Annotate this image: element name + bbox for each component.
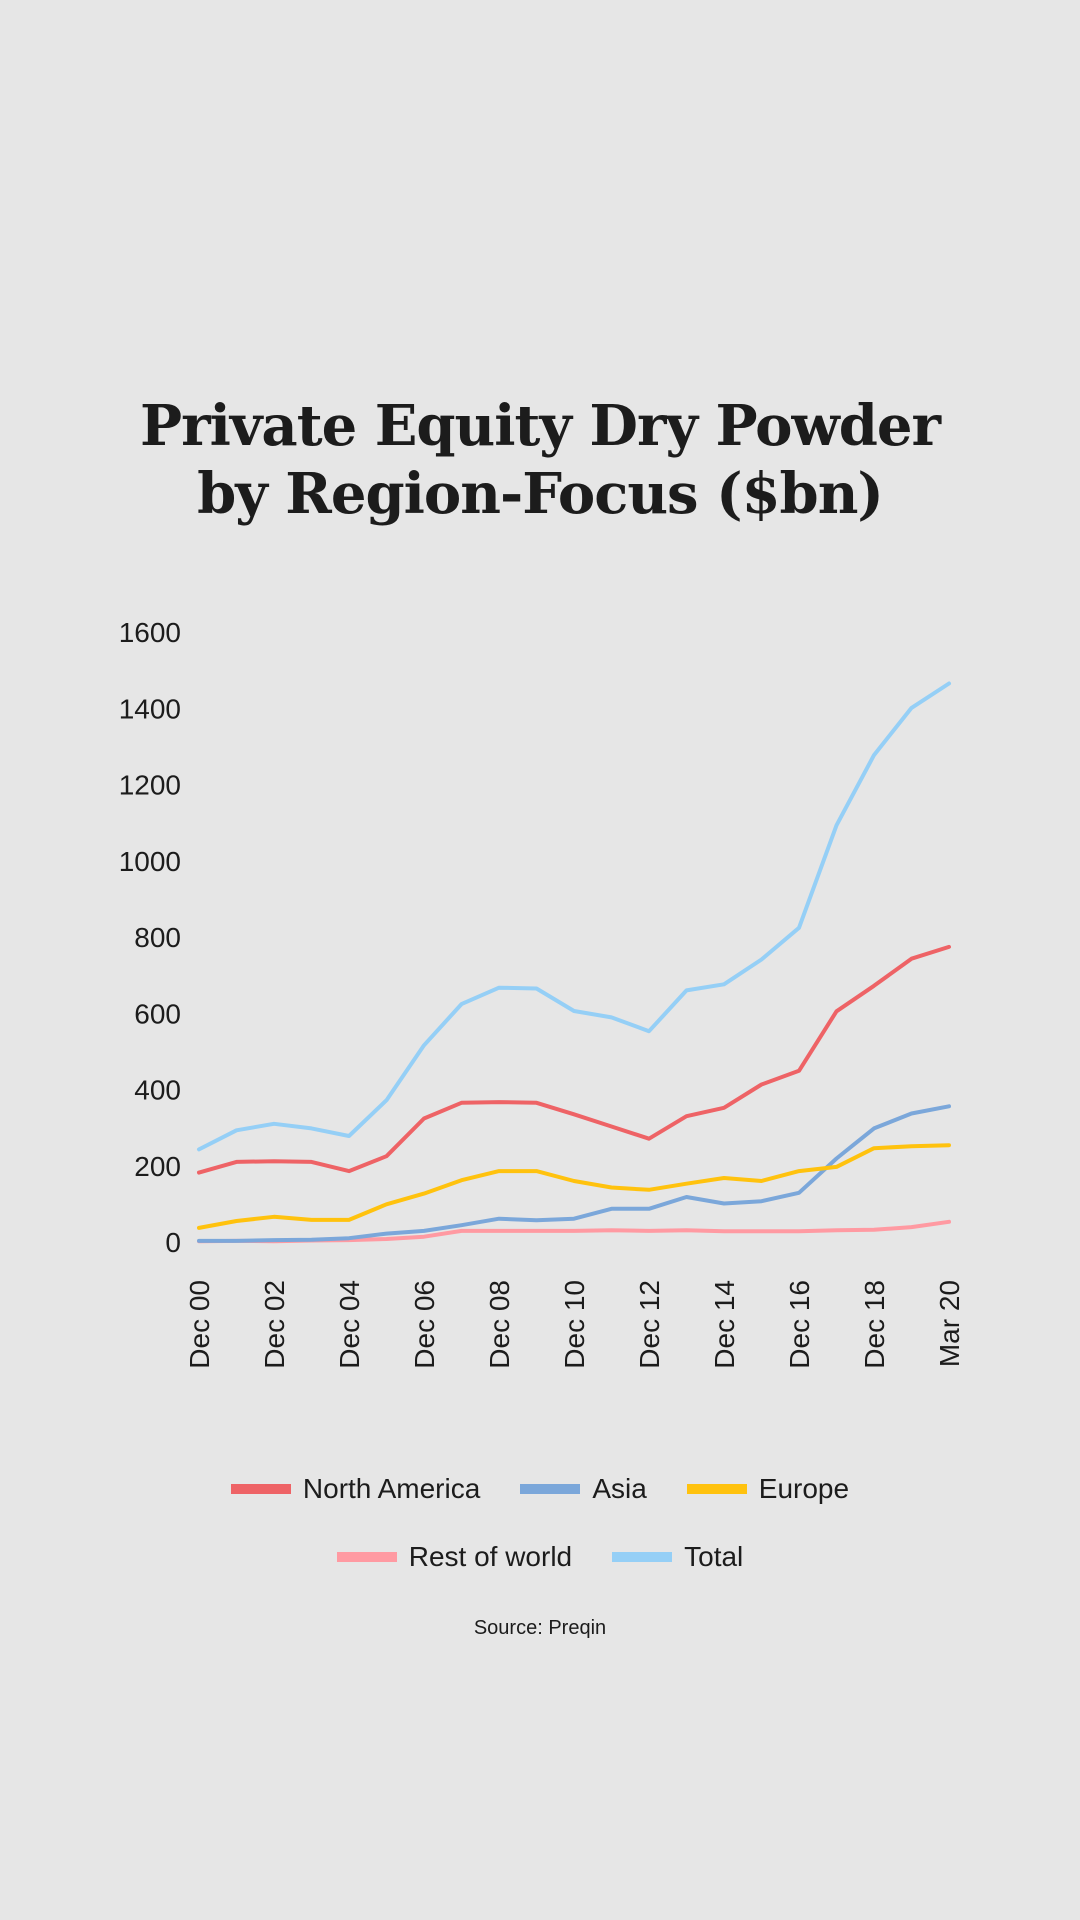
chart-title-line-2: by Region-Focus ($bn) <box>197 461 884 527</box>
legend-item-north-america[interactable]: North America <box>230 1473 481 1505</box>
legend-item-total[interactable]: Total <box>612 1541 743 1573</box>
series-line-north-america <box>197 944 951 1175</box>
legend-row-2: Rest of world Total <box>0 1541 1080 1573</box>
legend-swatch-rest-of-world <box>336 1552 397 1562</box>
x-axis: Dec 00 Dec 02 Dec 04 Dec 06 Dec 08 Dec 10 Dec … <box>184 1280 965 1369</box>
y-tick-label: 600 <box>134 998 181 1029</box>
legend-item-europe[interactable]: Europe <box>686 1473 850 1505</box>
x-tick-label: Dec 18 <box>859 1280 890 1369</box>
chart-title: Private Equity Dry Powder by Region-Focu… <box>0 392 1080 528</box>
x-tick-label: Dec 16 <box>784 1280 815 1369</box>
source-note: Source: Preqin <box>473 1617 607 1639</box>
legend-swatch-europe <box>686 1484 747 1494</box>
chart-title-line-1: Private Equity Dry Powder <box>140 393 941 459</box>
x-tick-label: Dec 08 <box>484 1280 515 1369</box>
legend-swatch-north-america <box>230 1484 291 1494</box>
legend-swatch-total <box>612 1552 673 1562</box>
series-line-europe <box>197 1143 951 1230</box>
y-tick-label: 800 <box>134 922 181 953</box>
y-tick-label: 1200 <box>119 770 181 801</box>
y-tick-label: 1600 <box>119 617 181 648</box>
x-tick-label: Dec 10 <box>559 1280 590 1369</box>
y-tick-label: 1000 <box>119 846 181 877</box>
legend-label-total: Total <box>684 1541 744 1572</box>
x-tick-label: Dec 12 <box>634 1280 665 1369</box>
legend-label-rest-of-world: Rest of world <box>408 1541 573 1572</box>
x-tick-label: Dec 06 <box>409 1280 440 1369</box>
x-tick-label: Mar 20 <box>934 1280 965 1367</box>
legend-label-europe: Europe <box>758 1473 850 1504</box>
x-tick-label: Dec 00 <box>184 1280 215 1369</box>
y-tick-label: 1400 <box>119 693 181 724</box>
x-tick-label: Dec 14 <box>709 1280 740 1369</box>
legend-swatch-asia <box>520 1484 581 1494</box>
series-lines <box>197 681 951 1244</box>
legend-item-asia[interactable]: Asia <box>520 1473 647 1505</box>
x-tick-label: Dec 02 <box>259 1280 290 1369</box>
x-tick-label: Dec 04 <box>334 1280 365 1369</box>
legend-row-1: North America Asia Europe <box>0 1473 1080 1505</box>
y-tick-label: 0 <box>165 1227 181 1258</box>
series-line-total <box>197 681 951 1152</box>
legend-label-north-america: North America <box>302 1473 481 1504</box>
y-tick-label: 400 <box>134 1075 181 1106</box>
y-axis: 0 200 400 600 800 1000 1200 1400 1600 <box>119 617 181 1258</box>
legend-item-rest-of-world[interactable]: Rest of world <box>336 1541 573 1573</box>
legend-label-asia: Asia <box>592 1473 647 1504</box>
y-tick-label: 200 <box>134 1151 181 1182</box>
